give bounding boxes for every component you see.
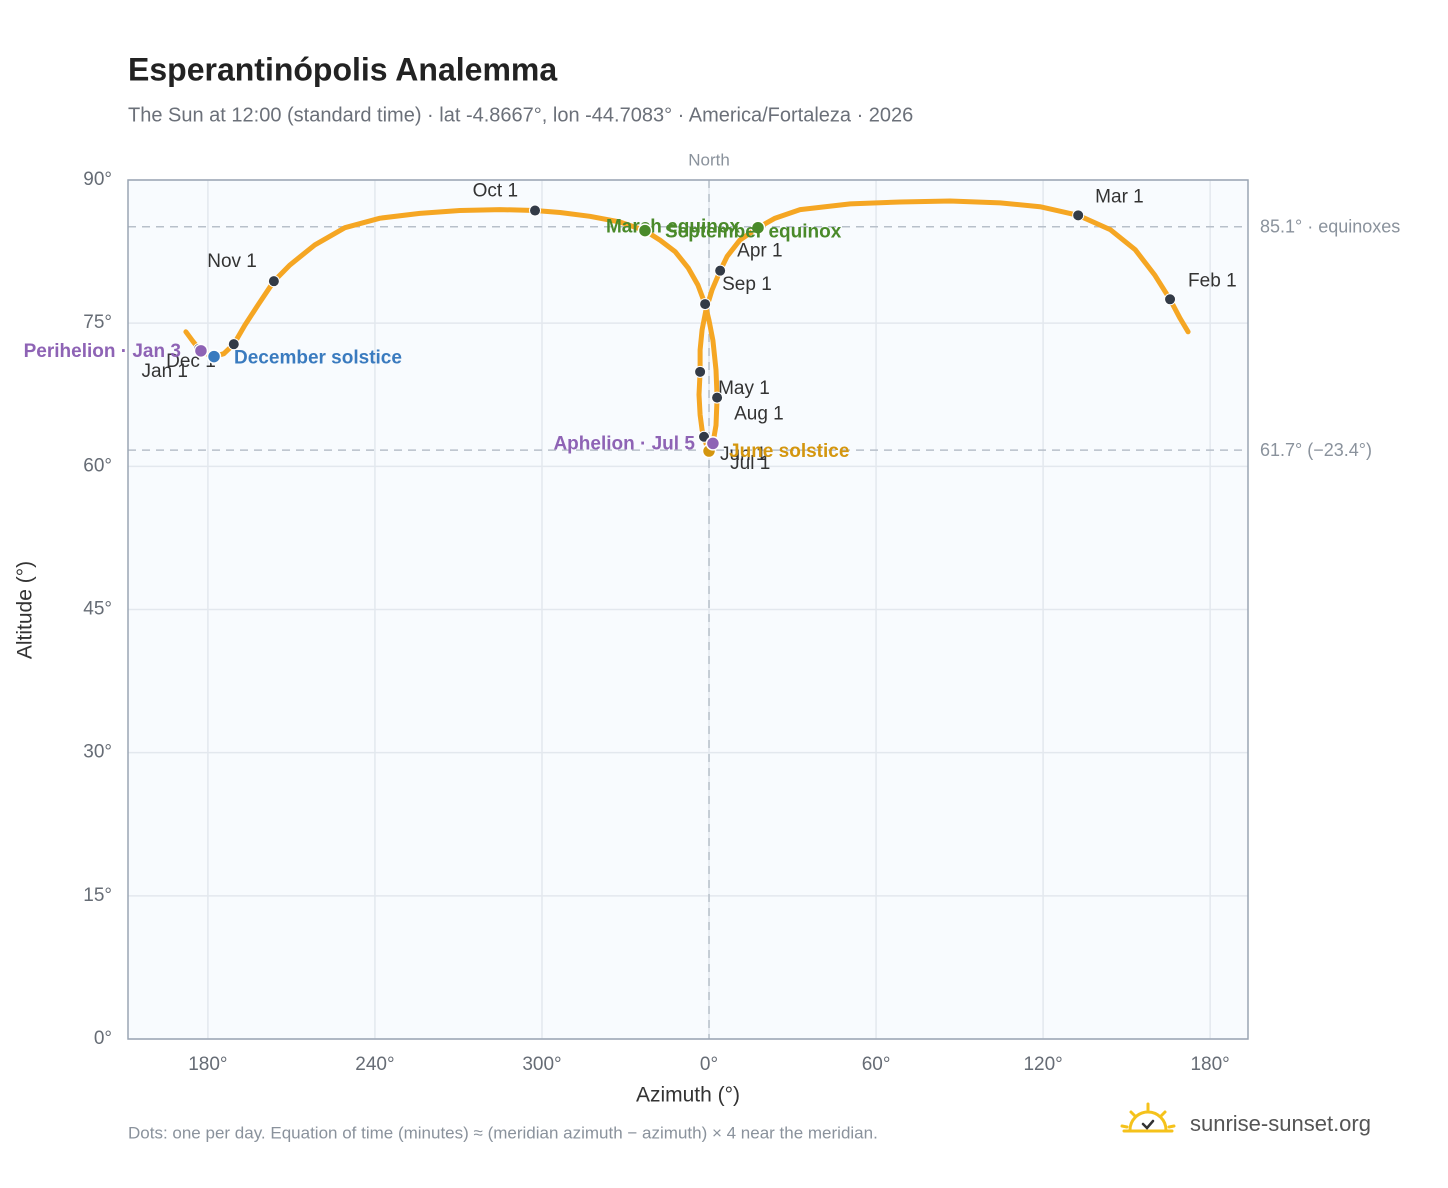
month-marker [227,338,240,351]
footnote: Dots: one per day. Equation of time (min… [128,1123,878,1142]
brand-logo [1120,1102,1176,1133]
event-marker [637,223,653,238]
x-tick-label: 240° [355,1054,394,1075]
event-marker [750,220,766,235]
north-label: North [688,150,730,169]
month-label: Jul 1 [730,453,770,474]
month-marker [698,430,711,443]
event-label: Aphelion · Jul 5 [553,433,695,454]
month-label: Jan 1 [142,361,188,382]
month-marker [699,298,712,311]
reference-label: 85.1° · equinoxes [1260,217,1400,237]
y-tick-label: 75° [83,312,112,333]
event-label: June solstice [729,441,849,462]
event-marker [206,349,222,364]
month-marker [711,391,724,404]
y-tick-label: 60° [83,455,112,476]
month-marker [1072,209,1085,222]
month-marker [267,275,280,288]
month-label: Apr 1 [737,241,782,262]
month-marker [529,204,542,217]
event-label: Perihelion · Jan 3 [24,341,181,362]
y-tick-label: 15° [83,885,112,906]
brand: sunrise-sunset.org [1190,1111,1371,1136]
x-tick-label: 300° [522,1054,561,1075]
x-tick-label: 60° [862,1054,891,1075]
y-tick-label: 30° [83,742,112,763]
month-marker [694,365,707,378]
event-label: December solstice [234,348,402,369]
x-tick-label: 180° [1190,1054,1229,1075]
x-axis-label: Azimuth (°) [636,1084,740,1107]
month-marker [1164,293,1177,306]
month-marker [714,264,727,277]
month-label: Aug 1 [734,404,784,425]
y-tick-label: 90° [83,169,112,190]
plot-border [127,179,1249,1040]
month-label: Feb 1 [1188,270,1237,291]
x-tick-label: 0° [700,1054,718,1075]
y-tick-label: 45° [83,599,112,620]
event-label: September equinox [665,222,842,243]
chart-subtitle: The Sun at 12:00 (standard time) · lat -… [128,104,913,126]
x-tick-label: 120° [1023,1054,1062,1075]
month-label: Oct 1 [473,181,518,202]
month-label: Nov 1 [207,251,257,272]
y-tick-label: 0° [94,1028,112,1049]
event-marker [705,436,721,451]
chart-title: Esperantinópolis Analemma [128,51,557,87]
month-label: Sep 1 [722,274,772,295]
month-label: Mar 1 [1095,186,1144,207]
month-label: May 1 [718,378,770,399]
y-axis-label: Altitude (°) [14,561,37,659]
x-tick-label: 180° [188,1054,227,1075]
month-label: Jun 1 [720,444,766,465]
reference-label: 61.7° (−23.4°) [1260,440,1372,460]
event-marker [193,343,209,359]
